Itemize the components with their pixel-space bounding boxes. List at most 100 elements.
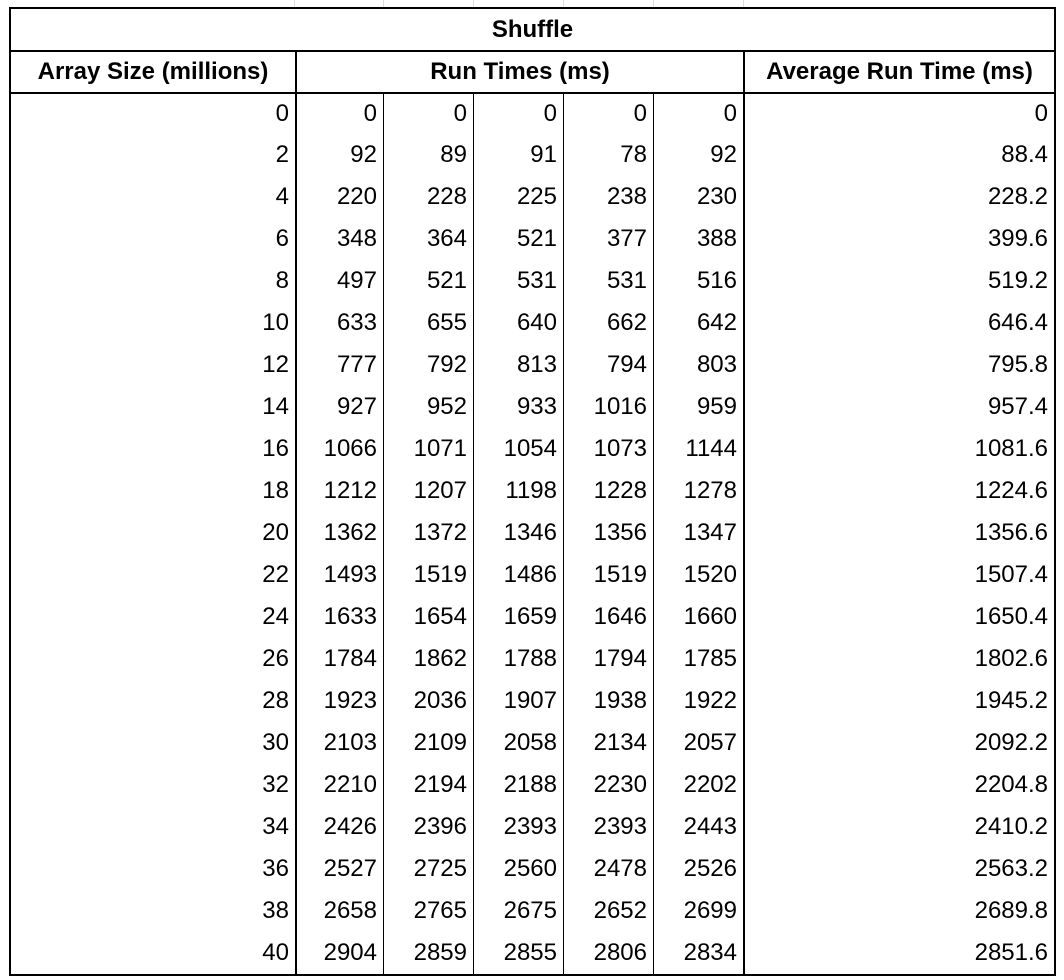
run-time-cell: 1633: [295, 596, 383, 638]
run-time-cell: 2202: [653, 764, 743, 806]
average-run-time-cell: 1224.6: [743, 470, 1056, 512]
array-size-cell: 20: [9, 512, 295, 554]
array-size-cell: 34: [9, 806, 295, 848]
average-run-time-cell: 1650.4: [743, 596, 1056, 638]
run-time-cell: 2426: [295, 806, 383, 848]
average-run-time-cell: 957.4: [743, 386, 1056, 428]
run-time-cell: 1066: [295, 428, 383, 470]
average-run-time-cell: 795.8: [743, 344, 1056, 386]
average-run-time-cell: 399.6: [743, 218, 1056, 260]
run-time-cell: 516: [653, 260, 743, 302]
average-run-time-cell: 2410.2: [743, 806, 1056, 848]
run-time-cell: 1144: [653, 428, 743, 470]
array-size-cell: 40: [9, 932, 295, 976]
run-time-cell: 2765: [383, 890, 473, 932]
gridline: [473, 0, 474, 8]
run-time-cell: 2675: [473, 890, 563, 932]
array-size-cell: 10: [9, 302, 295, 344]
array-size-cell: 8: [9, 260, 295, 302]
run-time-cell: 228: [383, 176, 473, 218]
run-time-cell: 633: [295, 302, 383, 344]
array-size-cell: 22: [9, 554, 295, 596]
run-time-cell: 2699: [653, 890, 743, 932]
run-time-cell: 1016: [563, 386, 653, 428]
run-time-cell: 78: [563, 134, 653, 176]
run-time-cell: 813: [473, 344, 563, 386]
run-time-cell: 640: [473, 302, 563, 344]
run-time-cell: 2393: [473, 806, 563, 848]
run-time-cell: 927: [295, 386, 383, 428]
array-size-cell: 12: [9, 344, 295, 386]
run-time-cell: 1862: [383, 638, 473, 680]
run-time-cell: 2210: [295, 764, 383, 806]
average-run-time-cell: 1945.2: [743, 680, 1056, 722]
run-time-cell: 1788: [473, 638, 563, 680]
run-time-cell: 1646: [563, 596, 653, 638]
run-time-cell: 2194: [383, 764, 473, 806]
run-time-cell: 1372: [383, 512, 473, 554]
average-run-time-cell: 2563.2: [743, 848, 1056, 890]
run-time-cell: 1071: [383, 428, 473, 470]
average-run-time-cell: 0: [743, 92, 1056, 134]
run-time-cell: 2526: [653, 848, 743, 890]
run-time-cell: 2904: [295, 932, 383, 976]
run-time-cell: 2134: [563, 722, 653, 764]
array-size-cell: 4: [9, 176, 295, 218]
run-time-cell: 1794: [563, 638, 653, 680]
array-size-cell: 2: [9, 134, 295, 176]
run-time-cell: 2036: [383, 680, 473, 722]
run-time-cell: 377: [563, 218, 653, 260]
run-time-cell: 1907: [473, 680, 563, 722]
gridline: [294, 0, 295, 8]
array-size-cell: 32: [9, 764, 295, 806]
run-time-cell: 655: [383, 302, 473, 344]
run-time-cell: 0: [563, 92, 653, 134]
run-time-cell: 1659: [473, 596, 563, 638]
run-time-cell: 2806: [563, 932, 653, 976]
run-time-cell: 1520: [653, 554, 743, 596]
run-time-cell: 2725: [383, 848, 473, 890]
run-time-cell: 662: [563, 302, 653, 344]
run-time-cell: 642: [653, 302, 743, 344]
gridline: [653, 0, 654, 8]
run-time-cell: 2109: [383, 722, 473, 764]
header-array-size: Array Size (millions): [9, 50, 295, 92]
average-run-time-cell: 2689.8: [743, 890, 1056, 932]
run-time-cell: 1654: [383, 596, 473, 638]
run-time-cell: 952: [383, 386, 473, 428]
array-size-cell: 16: [9, 428, 295, 470]
run-time-cell: 1362: [295, 512, 383, 554]
gridline: [743, 0, 744, 8]
header-average-run-time: Average Run Time (ms): [743, 50, 1056, 92]
average-run-time-cell: 1507.4: [743, 554, 1056, 596]
run-time-cell: 348: [295, 218, 383, 260]
run-time-cell: 2443: [653, 806, 743, 848]
run-time-cell: 1519: [383, 554, 473, 596]
run-time-cell: 1207: [383, 470, 473, 512]
run-time-cell: 521: [383, 260, 473, 302]
run-time-cell: 1228: [563, 470, 653, 512]
run-time-cell: 1660: [653, 596, 743, 638]
run-time-cell: 1784: [295, 638, 383, 680]
run-time-cell: 89: [383, 134, 473, 176]
run-time-cell: 803: [653, 344, 743, 386]
run-time-cell: 0: [295, 92, 383, 134]
run-time-cell: 497: [295, 260, 383, 302]
run-time-cell: 1938: [563, 680, 653, 722]
array-size-cell: 36: [9, 848, 295, 890]
array-size-cell: 30: [9, 722, 295, 764]
run-time-cell: 91: [473, 134, 563, 176]
run-time-cell: 1519: [563, 554, 653, 596]
array-size-cell: 6: [9, 218, 295, 260]
average-run-time-cell: 2092.2: [743, 722, 1056, 764]
run-time-cell: 1347: [653, 512, 743, 554]
gridline: [383, 0, 384, 8]
run-time-cell: 2855: [473, 932, 563, 976]
average-run-time-cell: 1802.6: [743, 638, 1056, 680]
run-time-cell: 2478: [563, 848, 653, 890]
run-time-cell: 2652: [563, 890, 653, 932]
run-time-cell: 220: [295, 176, 383, 218]
run-time-cell: 1923: [295, 680, 383, 722]
array-size-cell: 24: [9, 596, 295, 638]
